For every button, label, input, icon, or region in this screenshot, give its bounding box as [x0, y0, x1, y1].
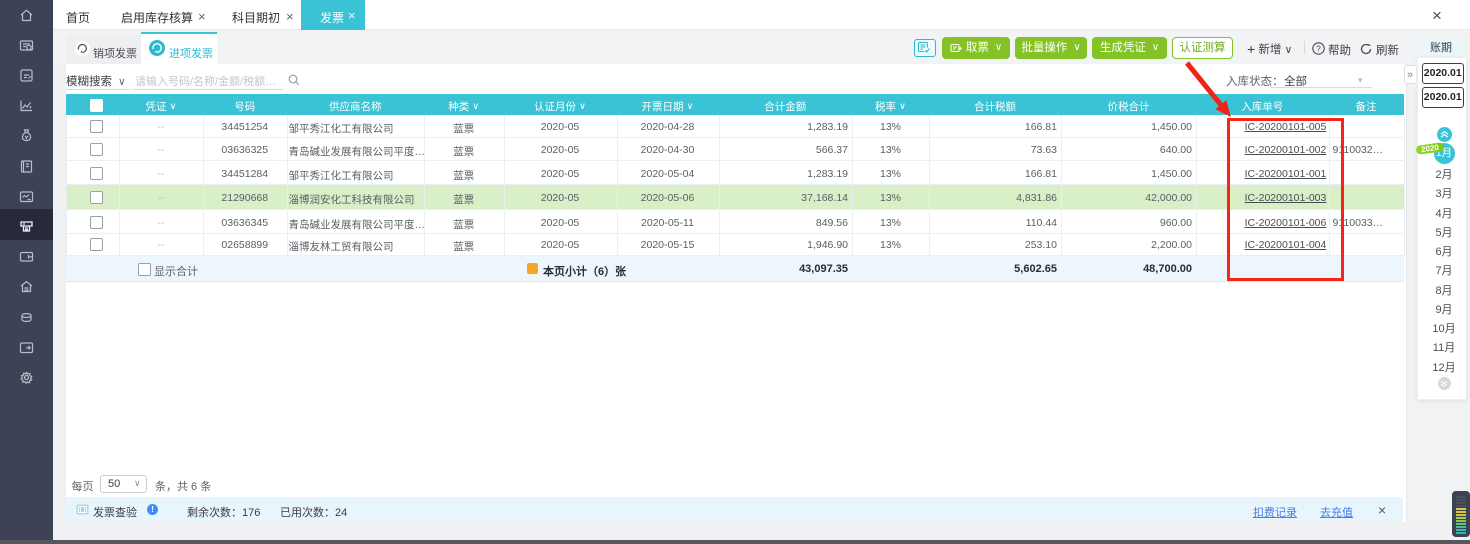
svg-text:?: ?: [1316, 43, 1321, 53]
